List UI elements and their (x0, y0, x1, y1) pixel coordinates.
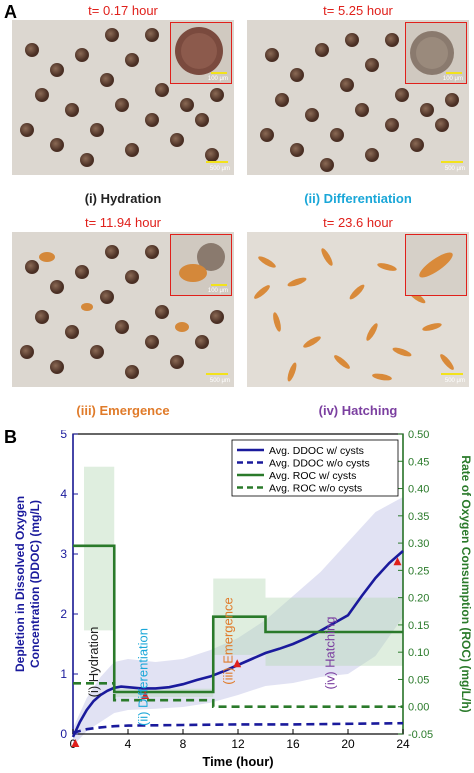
legend-label: Avg. DDOC w/ cysts (269, 445, 364, 457)
nauplius-closeup (419, 252, 453, 278)
oxygen-consumption-chart: 04812162024Time (hour)012345-0.050.000.0… (13, 430, 473, 769)
cyst-closeup (175, 27, 223, 75)
nauplii-image (247, 232, 469, 387)
right-y-tick-label: 0.45 (408, 456, 429, 468)
inset-scale-label: 100 μm (442, 76, 463, 82)
series-line-2 (72, 721, 404, 735)
left-y-tick-label: 1 (60, 667, 67, 681)
nauplius-closeup (179, 243, 225, 282)
inset-hydration: 100 μm (170, 22, 232, 84)
series-line-4 (73, 681, 403, 709)
left-y-tick-label: 0 (60, 727, 67, 741)
inset-scale-bar (446, 72, 462, 74)
main-scale-bar (441, 161, 463, 163)
stage-annotation: (i) Hydration (86, 627, 101, 698)
cyst-closeup (410, 31, 454, 75)
right-y-tick-label: 0.40 (408, 484, 429, 496)
legend-label: Avg. DDOC w/o cysts (269, 458, 370, 470)
stage-annotation: (iv) Hatching (322, 617, 337, 690)
right-y-tick-label: 0.35 (408, 511, 429, 523)
left-y-tick-label: 4 (60, 487, 67, 501)
panel-b-label: B (4, 427, 17, 447)
right-y-tick-label: 0.30 (408, 538, 429, 550)
right-y-axis-label: Rate of Oxygen Consumption (ROC) (mg/L/h… (459, 455, 473, 712)
time-label-hydration: t= 0.17 hour (88, 3, 158, 18)
panel-a-label: A (4, 2, 17, 22)
main-scale-label: 500 μm (209, 166, 230, 172)
inset-differentiation: 100 μm (405, 22, 467, 84)
right-y-tick-label: 0.10 (408, 647, 429, 659)
stage-annotation: (iii) Emergence (221, 597, 236, 684)
left-y-tick-label: 5 (60, 430, 67, 441)
main-scale-bar (441, 373, 463, 375)
stage-label-emergence: (iii) Emergence (76, 403, 170, 418)
x-tick-label: 12 (231, 737, 245, 751)
inset-hatching (405, 234, 467, 296)
inset-scale-bar (211, 72, 227, 74)
main-scale-label: 500 μm (444, 166, 465, 172)
right-y-tick-label: 0.00 (408, 702, 429, 714)
micrograph-hatching: 500 μm (247, 232, 469, 387)
time-label-differentiation: t= 5.25 hour (323, 3, 393, 18)
main-scale-bar (206, 161, 228, 163)
right-y-tick-label: 0.20 (408, 593, 429, 605)
series-line-3 (73, 544, 403, 694)
main-scale-label: 500 μm (209, 378, 230, 384)
right-y-tick-label: 0.05 (408, 674, 429, 686)
stage-time-marker (393, 557, 402, 566)
x-tick-label: 8 (180, 737, 187, 751)
left-y-tick-label: 3 (60, 547, 67, 561)
series-line-1 (71, 550, 404, 738)
stage-time-marker (141, 691, 150, 699)
right-y-tick-label: 0.25 (408, 565, 429, 577)
legend-label: Avg. ROC w/ cysts (269, 470, 356, 482)
stage-label-hydration: (i) Hydration (84, 191, 162, 206)
left-y-tick-label: 2 (60, 607, 67, 621)
inset-scale-label: 100 μm (207, 76, 228, 82)
x-tick-label: 4 (125, 737, 132, 751)
stage-time-marker (71, 739, 80, 747)
legend-label: Avg. ROC w/o cysts (269, 483, 362, 495)
inset-scale-bar (211, 284, 227, 286)
stage-annotation: (ii) Differentiation (135, 628, 150, 726)
left-y-axis-label: Depletion in Dissolved OxygenConcentrati… (13, 496, 42, 672)
stage-label-hatching: (iv) Hatching (318, 403, 398, 418)
time-label-emergence: t= 11.94 hour (84, 215, 161, 230)
stage-label-differentiation: (ii) Differentiation (304, 191, 412, 206)
micrograph-differentiation: 100 μm 500 μm (247, 20, 469, 175)
main-scale-bar (206, 373, 228, 375)
x-tick-label: 20 (341, 737, 355, 751)
right-y-tick-label: 0.15 (408, 620, 429, 632)
time-label-hatching: t= 23.6 hour (323, 215, 393, 230)
right-y-tick-label: 0.50 (408, 430, 429, 441)
stage-time-marker (233, 659, 242, 668)
inset-scale-label: 100 μm (207, 288, 228, 294)
x-tick-label: 16 (286, 737, 300, 751)
micrograph-hydration: 100 μm 500 μm (12, 20, 234, 175)
ddoc-error-band (73, 497, 403, 746)
x-axis-label: Time (hour) (202, 754, 273, 769)
x-tick-label: 24 (396, 737, 410, 751)
inset-emergence: 100 μm (170, 234, 232, 296)
right-y-tick-label: -0.05 (408, 729, 433, 741)
main-scale-label: 500 μm (444, 378, 465, 384)
micrograph-emergence: 100 μm 500 μm (12, 232, 234, 387)
roc-error-box (84, 466, 115, 631)
